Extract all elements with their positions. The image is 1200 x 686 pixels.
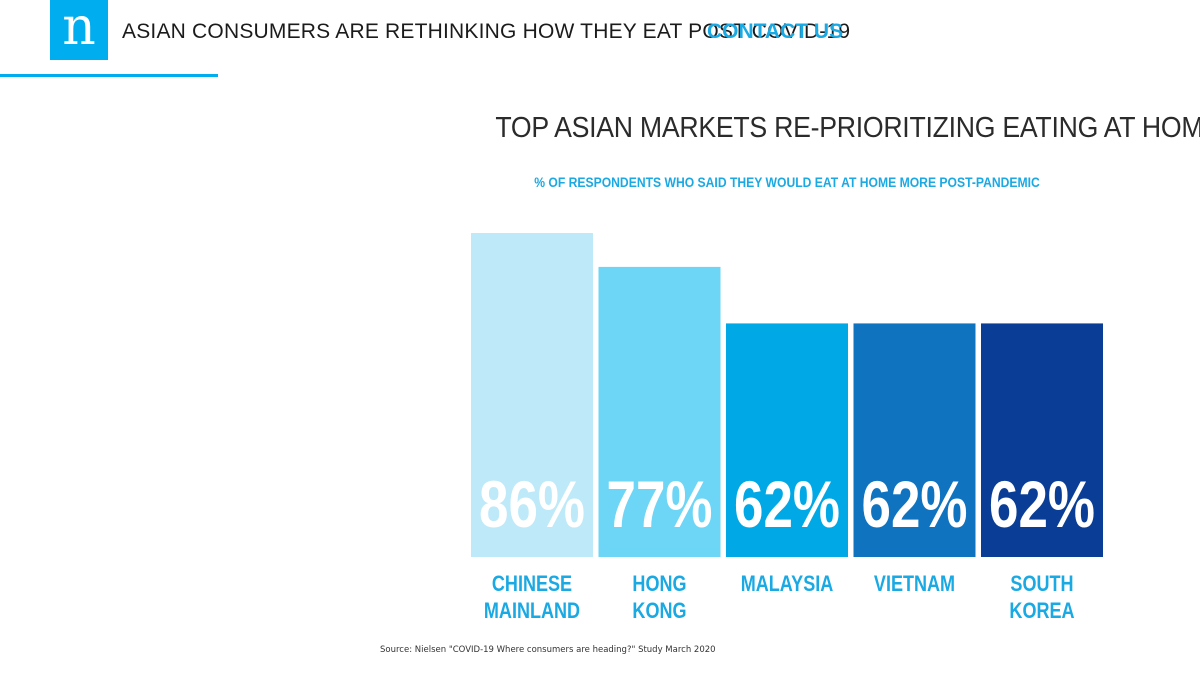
bar-2	[726, 323, 848, 557]
data-label-3: 62%	[862, 467, 968, 541]
category-label-1-0: HONG	[632, 572, 686, 596]
bar-4	[981, 323, 1103, 557]
contact-us-link[interactable]: CONTACT US	[707, 20, 844, 43]
category-label-3-0: VIETNAM	[874, 572, 955, 596]
page-title: ASIAN CONSUMERS ARE RETHINKING HOW THEY …	[122, 20, 851, 43]
category-label-1-1: KONG	[632, 599, 686, 623]
category-label-0-1: MAINLAND	[484, 599, 580, 623]
data-label-0: 86%	[479, 467, 585, 541]
source-note: Source: Nielsen "COVID-19 Where consumer…	[380, 645, 716, 655]
data-label-4: 62%	[989, 467, 1095, 541]
data-label-1: 77%	[607, 467, 713, 541]
chart-subtitle: % OF RESPONDENTS WHO SAID THEY WOULD EAT…	[534, 175, 1040, 190]
bar-3	[853, 323, 976, 557]
data-label-2: 62%	[734, 467, 840, 541]
header-divider	[0, 74, 218, 77]
category-label-0-0: CHINESE	[492, 572, 572, 596]
category-label-4-1: KOREA	[1009, 599, 1074, 623]
nielsen-logo[interactable]: n	[50, 0, 108, 60]
bar-0	[471, 233, 593, 557]
category-label-2-0: MALAYSIA	[741, 572, 834, 596]
bar-1	[598, 266, 721, 557]
category-label-4-0: SOUTH	[1010, 572, 1073, 596]
